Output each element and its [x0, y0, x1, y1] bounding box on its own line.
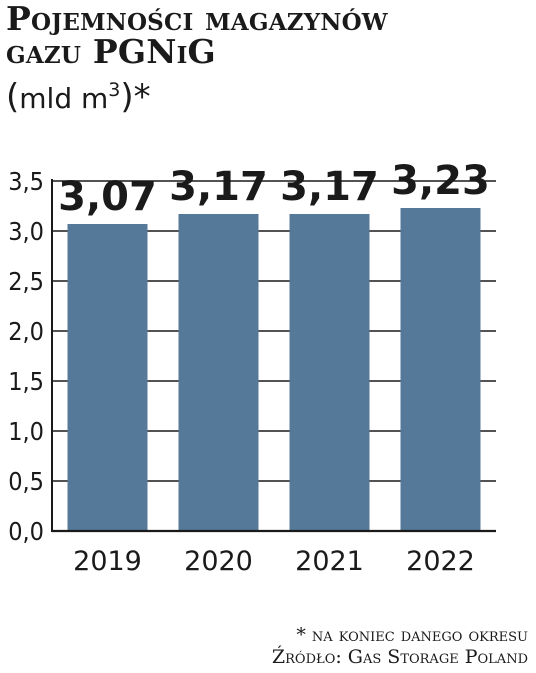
data-label: 3,07 — [58, 174, 157, 220]
unit-label: (mld m3)* — [6, 73, 151, 116]
bar — [67, 224, 148, 531]
y-tick-label: 1,0 — [8, 417, 44, 446]
y-tick-label: 1,5 — [8, 367, 44, 396]
y-tick-label: 3,0 — [8, 217, 44, 246]
data-label: 3,23 — [391, 158, 490, 204]
chart-title-line-2: gazu PGNiG — [6, 32, 216, 71]
y-tick-label: 2,0 — [8, 317, 44, 346]
y-tick-label: 0,0 — [8, 517, 44, 546]
axes — [51, 179, 496, 533]
bar — [289, 214, 370, 531]
footnote-source: Źródło: Gas Storage Poland — [271, 646, 528, 668]
bars — [67, 208, 481, 531]
x-tick-label: 2021 — [295, 546, 364, 577]
data-label: 3,17 — [280, 164, 379, 210]
x-tick-labels: 2019 2020 2021 2022 — [73, 546, 475, 577]
footnote: * na koniec danego okresu Źródło: Gas St… — [272, 624, 528, 668]
x-tick-label: 2022 — [406, 546, 475, 577]
y-tick-labels: 0,0 0,5 1,0 1,5 2,0 2,5 3,0 3,5 — [8, 167, 44, 546]
x-tick-label: 2019 — [73, 546, 142, 577]
bar — [400, 208, 481, 531]
data-labels: 3,07 3,17 3,17 3,23 — [58, 158, 490, 220]
bar — [178, 214, 259, 531]
chart-title-line-1: Pojemności magazynów — [6, 0, 388, 38]
y-tick-label: 0,5 — [8, 467, 44, 496]
unit-close-paren: )* — [120, 77, 151, 117]
chart-title: Pojemności magazynów gazu PGNiG — [6, 2, 531, 68]
footnote-note: * na koniec danego okresu — [296, 624, 528, 646]
unit-text: mld m — [19, 82, 109, 115]
unit-superscript: 3 — [108, 79, 121, 101]
x-tick-label: 2020 — [184, 546, 253, 577]
data-label: 3,17 — [169, 164, 268, 210]
y-tick-label: 2,5 — [8, 267, 44, 296]
y-tick-label: 3,5 — [8, 167, 44, 196]
unit-open-paren: ( — [6, 77, 20, 117]
